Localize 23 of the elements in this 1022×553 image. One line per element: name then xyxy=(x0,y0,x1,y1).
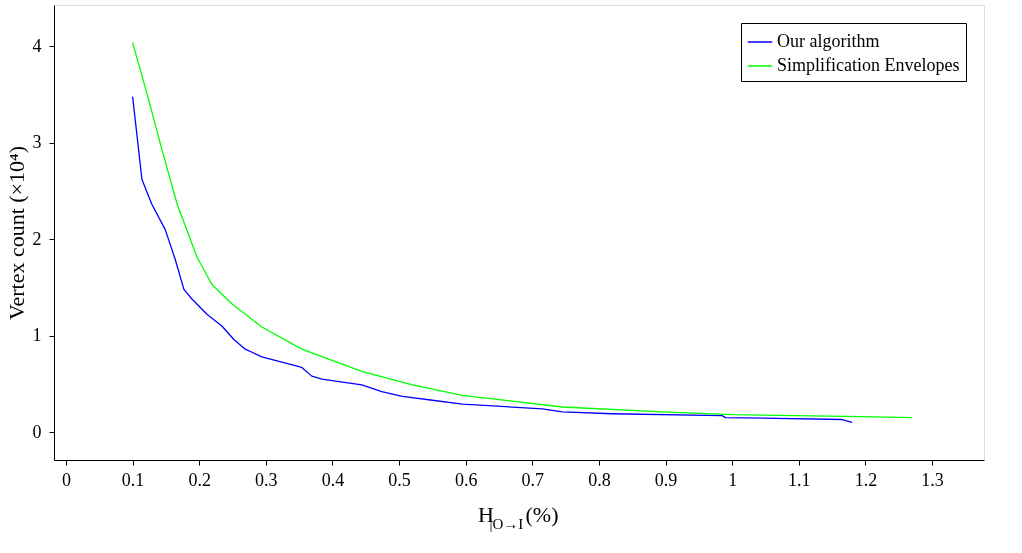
y-tick-label: 0 xyxy=(32,421,42,442)
x-tick-label: 0.3 xyxy=(255,469,278,490)
legend-label: Simplification Envelopes xyxy=(777,55,960,75)
y-tick-label: 4 xyxy=(32,35,42,56)
x-tick-label: 1.2 xyxy=(854,469,878,490)
x-tick-label: 0.2 xyxy=(188,469,211,490)
x-tick-label: 0.8 xyxy=(588,469,611,490)
line-series xyxy=(131,95,853,424)
x-tick-label: 1.3 xyxy=(921,469,944,490)
x-tick-label: 1 xyxy=(728,469,738,490)
x-tick-label: 0.4 xyxy=(321,469,345,490)
x-tick-label: 0.5 xyxy=(388,469,411,490)
x-tick-label: 1.1 xyxy=(788,469,811,490)
x-tick-label: 0.7 xyxy=(521,469,545,490)
x-tick-label: 0 xyxy=(61,469,71,490)
x-tick-label: 0.1 xyxy=(121,469,145,490)
y-axis-title: Vertex count (×10⁴) xyxy=(3,145,29,321)
y-tick-label: 2 xyxy=(32,228,42,249)
x-tick-label: 0.6 xyxy=(454,469,478,490)
y-tick-label: 3 xyxy=(32,132,42,153)
y-tick-label: 1 xyxy=(32,325,42,346)
x-tick-label: 0.9 xyxy=(654,469,678,490)
legend-label: Our algorithm xyxy=(777,31,880,51)
